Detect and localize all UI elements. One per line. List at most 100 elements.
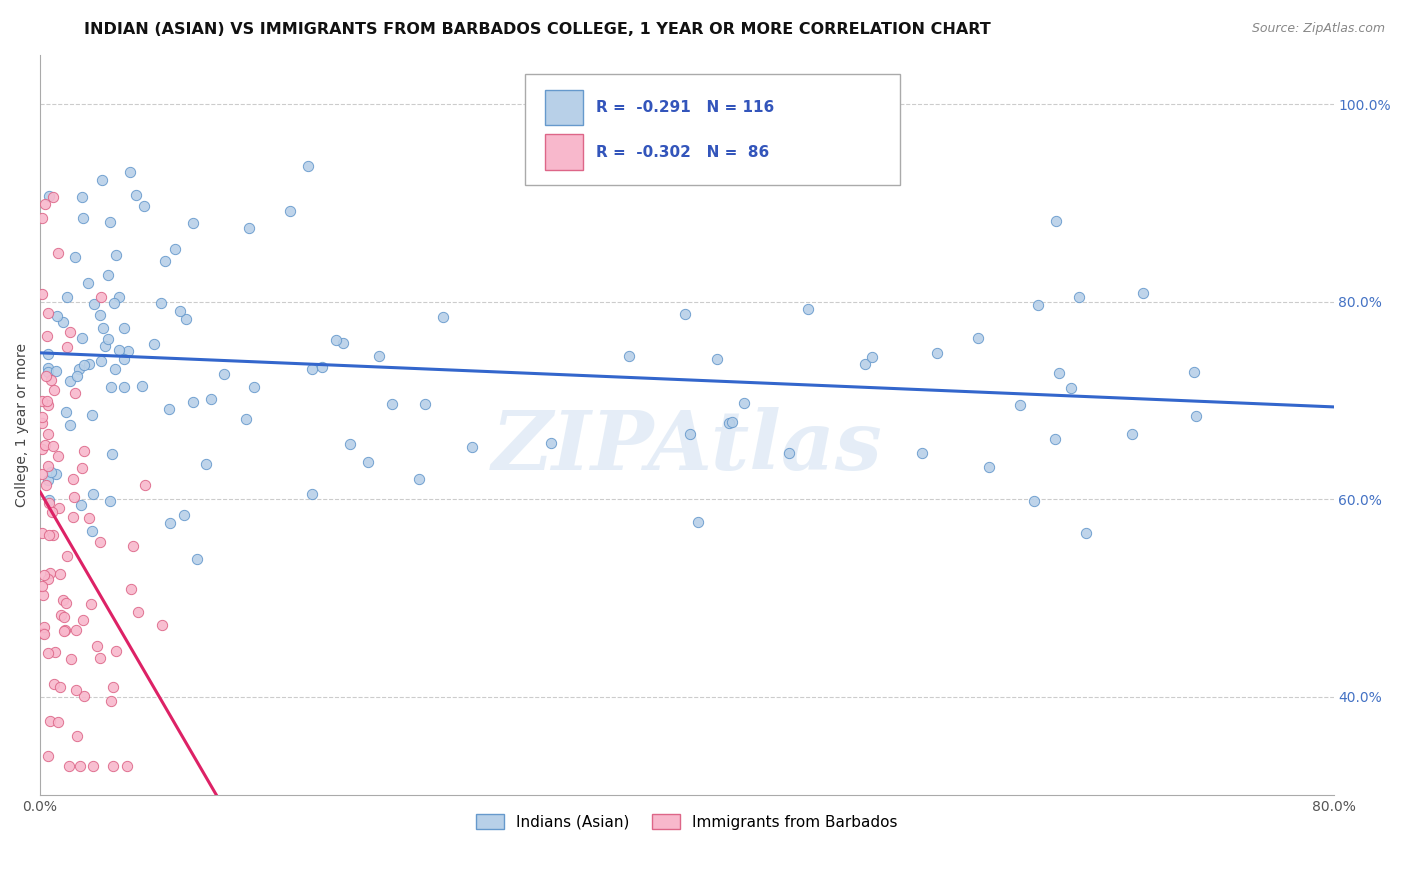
Point bbox=[37, 749, 59, 764]
Point bbox=[69, 498, 91, 512]
Point bbox=[31, 409, 53, 424]
Point bbox=[155, 254, 177, 268]
Point bbox=[46, 715, 69, 730]
Point bbox=[66, 729, 89, 743]
Point bbox=[173, 508, 195, 522]
Point bbox=[91, 173, 114, 187]
Point bbox=[80, 597, 103, 611]
Point bbox=[72, 211, 94, 226]
Point bbox=[31, 442, 53, 456]
Point bbox=[31, 211, 53, 226]
Point bbox=[32, 588, 55, 602]
Point bbox=[927, 346, 949, 360]
Point bbox=[357, 455, 380, 469]
Point bbox=[70, 461, 93, 475]
Point bbox=[86, 639, 108, 653]
Point bbox=[408, 472, 430, 486]
Point bbox=[31, 467, 53, 482]
Text: INDIAN (ASIAN) VS IMMIGRANTS FROM BARBADOS COLLEGE, 1 YEAR OR MORE CORRELATION C: INDIAN (ASIAN) VS IMMIGRANTS FROM BARBAD… bbox=[84, 22, 991, 37]
Point bbox=[72, 613, 94, 627]
Point bbox=[82, 408, 104, 422]
Point bbox=[34, 197, 56, 211]
Point bbox=[415, 397, 437, 411]
Point bbox=[673, 307, 696, 321]
Point bbox=[90, 353, 112, 368]
Point bbox=[35, 368, 58, 383]
Point bbox=[82, 759, 104, 773]
Point bbox=[131, 379, 153, 393]
Point bbox=[108, 343, 131, 358]
Point bbox=[186, 551, 208, 566]
Point bbox=[853, 357, 876, 371]
Point bbox=[194, 457, 217, 471]
Point bbox=[42, 527, 65, 541]
Point bbox=[721, 415, 744, 429]
Point bbox=[183, 216, 205, 230]
Point bbox=[103, 295, 125, 310]
Point bbox=[31, 394, 53, 409]
Point bbox=[31, 579, 53, 593]
Point bbox=[41, 505, 63, 519]
Point bbox=[80, 524, 103, 538]
Point bbox=[1182, 365, 1205, 379]
Point bbox=[55, 596, 77, 610]
Point bbox=[56, 340, 79, 354]
Point bbox=[733, 395, 755, 409]
Point bbox=[112, 321, 135, 335]
Point bbox=[56, 549, 79, 563]
Point bbox=[63, 490, 86, 504]
Point bbox=[37, 427, 59, 442]
Legend: Indians (Asian), Immigrants from Barbados: Indians (Asian), Immigrants from Barbado… bbox=[470, 807, 904, 836]
Point bbox=[1060, 381, 1083, 395]
Point bbox=[89, 308, 111, 322]
Point bbox=[97, 332, 120, 346]
Point bbox=[101, 680, 124, 694]
Point bbox=[70, 331, 93, 345]
Point bbox=[69, 759, 91, 773]
Point bbox=[82, 487, 104, 501]
Point bbox=[46, 245, 69, 260]
Point bbox=[242, 380, 264, 394]
Point bbox=[235, 411, 257, 425]
Point bbox=[117, 343, 139, 358]
Point bbox=[432, 310, 454, 324]
Point bbox=[797, 301, 820, 316]
Point bbox=[325, 334, 347, 348]
Point bbox=[214, 367, 236, 381]
Point bbox=[132, 199, 155, 213]
Point bbox=[35, 478, 58, 492]
Point bbox=[967, 331, 990, 345]
Point bbox=[53, 610, 76, 624]
Point bbox=[73, 358, 96, 372]
Point bbox=[89, 650, 111, 665]
Y-axis label: College, 1 year or more: College, 1 year or more bbox=[15, 343, 30, 508]
Point bbox=[89, 534, 111, 549]
Point bbox=[1045, 214, 1067, 228]
Point bbox=[48, 500, 70, 515]
Point bbox=[778, 446, 800, 460]
Text: R =  -0.291   N = 116: R = -0.291 N = 116 bbox=[596, 100, 775, 115]
Point bbox=[38, 493, 60, 508]
Point bbox=[60, 652, 83, 666]
Point bbox=[38, 188, 60, 202]
Point bbox=[90, 290, 112, 304]
Point bbox=[67, 361, 90, 376]
Point bbox=[120, 582, 142, 596]
Point bbox=[37, 473, 59, 487]
Point bbox=[112, 379, 135, 393]
Point bbox=[34, 438, 56, 452]
Point bbox=[1185, 409, 1208, 423]
Point bbox=[339, 437, 361, 451]
Text: R =  -0.302   N =  86: R = -0.302 N = 86 bbox=[596, 145, 769, 160]
Bar bbox=[544, 90, 583, 126]
Text: Source: ZipAtlas.com: Source: ZipAtlas.com bbox=[1251, 22, 1385, 36]
Point bbox=[65, 250, 87, 264]
Point bbox=[38, 566, 60, 581]
Point bbox=[98, 493, 121, 508]
Point bbox=[42, 677, 65, 691]
Point bbox=[79, 357, 101, 371]
Point bbox=[53, 624, 76, 638]
Point bbox=[718, 416, 741, 430]
Point bbox=[72, 444, 94, 458]
Point bbox=[59, 418, 82, 433]
